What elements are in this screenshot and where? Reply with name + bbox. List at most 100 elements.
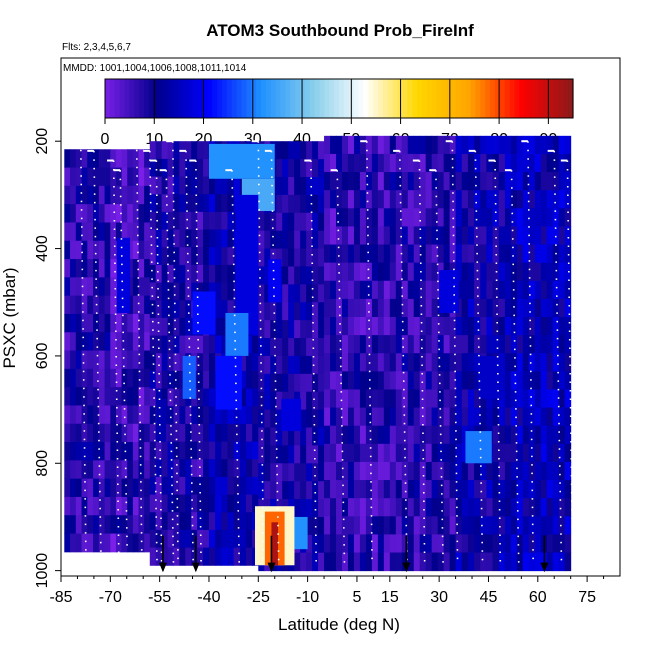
heatmap-cell (276, 463, 283, 482)
heatmap-cell (510, 480, 518, 499)
heatmap-cell (540, 407, 548, 427)
heatmap-cell (132, 533, 140, 553)
heatmap-cell (371, 461, 379, 481)
heatmap-cell (461, 190, 469, 209)
heatmap-cell (401, 461, 409, 481)
heatmap-cell (425, 353, 433, 372)
heatmap-cell (282, 284, 289, 303)
heatmap-cell (264, 481, 271, 500)
heatmap-cell (467, 262, 475, 282)
heatmap-cell (413, 335, 421, 354)
heatmap-cell (155, 229, 163, 248)
heatmap-cell (185, 335, 192, 354)
colorbar-swatch (183, 79, 189, 118)
colorbar-swatch (524, 79, 530, 118)
heatmap-cell (203, 406, 210, 425)
heatmap-cell (264, 212, 271, 232)
heatmap-cell (341, 317, 349, 336)
heatmap-cell (239, 547, 247, 566)
heatmap-cell (474, 280, 481, 300)
heatmap-cell (365, 552, 373, 572)
heatmap-cell (173, 317, 180, 337)
heatmap-cell (215, 423, 222, 443)
heatmap-cell (233, 512, 241, 531)
heatmap-cell (93, 259, 100, 278)
heatmap-cell (149, 547, 157, 566)
heatmap-cell (377, 262, 385, 282)
heatmap-cell (431, 461, 439, 481)
heatmap-cell (419, 425, 427, 445)
heatmap-cell (413, 534, 421, 554)
heatmap-cell (504, 552, 512, 572)
heatmap-cell (276, 212, 283, 232)
heatmap-cell (179, 423, 186, 443)
heatmap-cell (371, 298, 379, 318)
heatmap-cell (132, 240, 140, 260)
heatmap-cell (455, 480, 463, 499)
heatmap-cell (377, 498, 385, 517)
heatmap-cell (347, 317, 355, 336)
heatmap-cell (371, 135, 379, 155)
heatmap-cell (330, 153, 337, 173)
heatmap-cell (522, 353, 530, 372)
heatmap-cell (173, 211, 180, 231)
colorbar-swatch (275, 79, 282, 118)
heatmap-cell (461, 335, 469, 354)
heatmap-cell (179, 512, 186, 531)
heatmap-cell (528, 172, 536, 191)
heatmap-cell (467, 534, 475, 554)
heatmap-cell (353, 461, 361, 481)
heatmap-cell (389, 425, 397, 445)
heatmap-cell (144, 478, 151, 498)
heatmap-cell (516, 443, 524, 463)
heatmap-cell (104, 259, 111, 278)
heatmap-cell (330, 298, 337, 318)
heatmap-cell (252, 494, 259, 513)
heatmap-cell (300, 355, 307, 375)
heatmap-cell (185, 459, 192, 478)
heatmap-cell (534, 443, 542, 463)
heatmap-cell (389, 480, 397, 499)
heatmap-cell (121, 368, 128, 388)
heatmap-cell (70, 185, 77, 205)
heatmap-cell (104, 149, 111, 169)
heatmap-cell (401, 135, 409, 155)
heatmap-cell (75, 240, 83, 260)
heatmap-cell (389, 461, 397, 481)
heatmap-cell (431, 172, 439, 191)
heatmap-cell (437, 371, 445, 390)
heatmap-cell (474, 371, 481, 390)
heatmap-cell (540, 480, 548, 499)
heatmap-cell (98, 240, 106, 260)
heatmap-cell (389, 353, 397, 372)
heatmap-cell (528, 480, 536, 499)
heatmap-cell (197, 423, 204, 443)
heatmap-cell (70, 332, 77, 352)
heatmap-cell (127, 240, 134, 260)
heatmap-cell (115, 478, 123, 498)
heatmap-cell (564, 226, 572, 246)
heatmap-cell (365, 298, 373, 318)
heatmap-cell (115, 204, 123, 223)
heatmap-cell (558, 461, 566, 481)
heatmap-cell (516, 262, 524, 282)
heatmap-cell (365, 389, 373, 409)
heatmap-cell (467, 280, 475, 300)
heatmap-cell (353, 244, 361, 264)
heatmap-cell (203, 353, 210, 372)
heatmap-cell (138, 295, 145, 315)
heatmap-cell (383, 135, 391, 155)
heatmap-cell (480, 407, 487, 427)
heatmap-cell (155, 300, 163, 319)
heatmap-cell (208, 370, 216, 390)
heatmap-cell (64, 332, 71, 352)
heatmap-cell (552, 280, 560, 300)
heatmap-cell (294, 355, 301, 375)
heatmap-cell (121, 533, 128, 553)
heatmap-cell (528, 443, 536, 463)
heatmap-hotspot (215, 355, 242, 410)
heatmap-cell (383, 443, 391, 463)
heatmap-cell (208, 406, 216, 425)
heatmap-cell (455, 280, 463, 300)
flight-profile (474, 150, 484, 563)
